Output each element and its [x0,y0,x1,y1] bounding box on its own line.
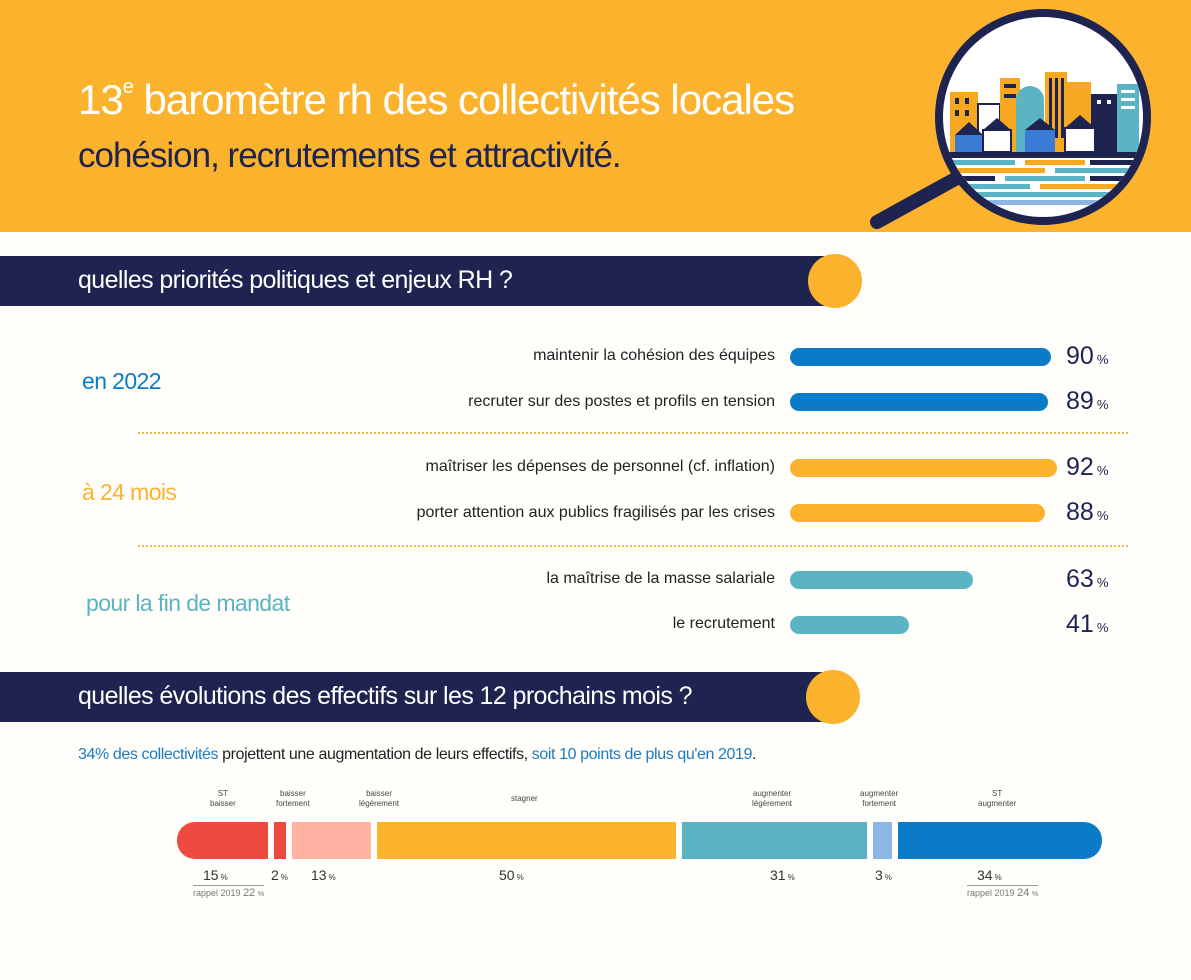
priority-label: le recrutement [672,615,775,632]
category-label-st-baisser: ST baisser [210,789,236,808]
priority-value: 41% [1066,610,1109,638]
priority-value: 89% [1066,387,1109,415]
priority-bar [790,616,909,634]
priority-label: porter attention aux publics fragilisés … [416,504,775,521]
workforce-intro-text: 34% des collectivités projettent une aug… [78,746,757,763]
category-label-stagner: stagner [511,794,538,803]
segment-baisser-fortement [274,822,286,859]
group-label-2022: en 2022 [82,368,162,394]
category-label-augmenter-fortement: augmenter fortement [860,789,899,808]
priority-bar [790,504,1045,522]
page-subtitle: cohésion, recrutements et attractivité. [78,136,622,175]
segment-value: 15% [203,867,228,883]
priority-label: recruter sur des postes et profils en te… [468,393,775,410]
rappel-2019-augmenter: rappel 2019 24 % [967,885,1039,899]
priority-label: maintenir la cohésion des équipes [533,347,775,364]
segment-value: 13% [311,867,336,883]
priority-value: 92% [1066,453,1109,481]
priority-bar [790,459,1057,477]
segment-value: 50% [499,867,524,883]
segment-augmenter-fortement [873,822,892,859]
category-label-baisser-fortement: baisser fortement [276,789,310,808]
priority-bar [790,571,973,589]
group-divider [138,432,1128,434]
rappel-2019-baisser: rappel 2019 22 % [193,885,265,899]
priority-bar [790,393,1048,411]
priority-value: 63% [1066,565,1109,593]
segment-value: 2% [271,867,288,883]
section-priorities-dot [808,254,862,308]
priority-value: 90% [1066,342,1109,370]
segment-augmenter-legerement [682,822,867,859]
group-divider [138,545,1128,547]
group-label-end-of-term: pour la fin de mandat [86,590,290,616]
priority-label: la maîtrise de la masse salariale [546,570,775,587]
priority-bar [790,348,1051,366]
segment-value: 3% [875,867,892,883]
segment-st-baisser [177,822,268,859]
segment-st-augmenter [898,822,1102,859]
section-priorities-title: quelles priorités politiques et enjeux R… [78,266,513,294]
category-label-augmenter-legerement: augmenter légèrement [752,789,793,808]
section-workforce-title: quelles évolutions des effectifs sur les… [78,682,693,710]
priority-value: 88% [1066,498,1109,526]
segment-value: 34% [977,867,1002,883]
section-workforce-dot [806,670,860,724]
category-label-baisser-legerement: baisser légèrement [359,789,400,808]
group-label-24-months: à 24 mois [82,479,177,505]
segment-value: 31% [770,867,795,883]
section-workforce-header: quelles évolutions des effectifs sur les… [0,672,836,722]
page-title: 13e baromètre rh des collectivités local… [78,76,795,123]
segment-stagner [377,822,676,859]
category-label-st-augmenter: ST augmenter [978,789,1017,808]
priority-label: maîtriser les dépenses de personnel (cf.… [425,458,775,475]
section-priorities-header: quelles priorités politiques et enjeux R… [0,256,836,306]
segment-baisser-legerement [292,822,371,859]
magnifier-city-icon [870,9,1151,229]
